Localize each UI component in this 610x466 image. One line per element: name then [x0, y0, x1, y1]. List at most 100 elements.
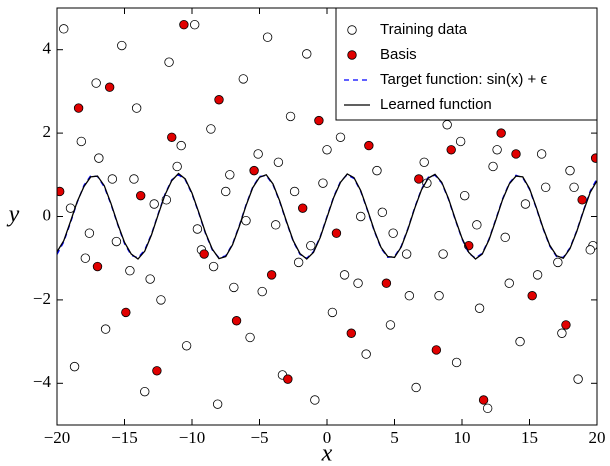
x-tick-label: 5	[390, 428, 399, 447]
point	[273, 157, 284, 167]
point	[532, 270, 543, 280]
point	[335, 132, 346, 142]
point	[431, 345, 442, 355]
point	[442, 120, 452, 130]
point	[451, 357, 462, 368]
point	[590, 153, 597, 163]
point	[131, 103, 142, 113]
point	[69, 361, 80, 372]
point	[478, 395, 489, 405]
point	[80, 253, 91, 263]
point	[84, 228, 95, 238]
point	[181, 341, 192, 351]
point	[474, 303, 485, 313]
point	[339, 270, 350, 280]
legend-label: Target function: sin(x) + ϵ	[380, 71, 547, 88]
point	[353, 278, 363, 288]
point	[214, 95, 224, 105]
point	[100, 324, 111, 334]
x-tick-label: 0	[323, 428, 332, 447]
point	[94, 153, 104, 163]
x-axis-label: x	[321, 441, 333, 466]
point	[388, 228, 398, 238]
point	[419, 157, 429, 167]
point	[262, 32, 273, 42]
y-tick-label: 2	[43, 122, 52, 141]
point	[192, 224, 203, 234]
legend-label: Basis	[380, 46, 417, 63]
point	[372, 165, 382, 176]
y-tick-label: 4	[43, 39, 52, 58]
y-tick-label: −2	[33, 289, 51, 308]
point	[125, 266, 135, 276]
point	[414, 174, 424, 184]
point	[221, 186, 231, 197]
y-tick-label: −4	[33, 372, 52, 391]
point	[135, 190, 146, 201]
point	[104, 82, 115, 92]
point	[364, 140, 374, 151]
point	[565, 165, 575, 176]
x-tick-label: −10	[179, 428, 206, 447]
point	[245, 332, 255, 343]
point	[257, 286, 267, 297]
point	[212, 399, 223, 409]
point	[310, 395, 320, 405]
point	[377, 207, 388, 218]
point	[73, 103, 84, 113]
legend-marker	[347, 50, 357, 60]
point	[306, 240, 316, 251]
point	[117, 40, 127, 51]
x-tick-label: −20	[44, 428, 71, 447]
point	[404, 291, 415, 301]
point	[455, 136, 466, 147]
x-tick-label: −15	[111, 428, 138, 447]
point	[229, 282, 239, 293]
point	[314, 115, 324, 126]
line	[57, 172, 597, 260]
point	[585, 245, 595, 255]
point	[569, 182, 579, 193]
point	[446, 145, 456, 155]
legend-marker	[347, 25, 357, 35]
point	[482, 403, 493, 414]
point	[331, 228, 342, 238]
point	[327, 307, 338, 318]
point	[488, 161, 498, 172]
x-tick-label: −5	[250, 428, 268, 447]
point	[356, 211, 366, 222]
point	[298, 203, 308, 213]
point	[164, 57, 174, 67]
point	[231, 316, 242, 326]
point	[322, 145, 332, 155]
legend-label: Training data	[380, 21, 468, 38]
point	[385, 320, 396, 330]
y-axis-label: y	[7, 202, 20, 228]
point	[253, 149, 263, 159]
point	[129, 174, 139, 184]
point	[411, 382, 421, 393]
point	[285, 111, 296, 122]
point	[520, 199, 531, 209]
point	[149, 199, 159, 209]
point	[92, 261, 103, 272]
point	[504, 278, 514, 288]
point	[500, 232, 510, 243]
point	[249, 165, 259, 176]
point	[318, 178, 328, 188]
point	[527, 291, 537, 301]
point	[460, 190, 470, 201]
point	[511, 149, 521, 159]
legend-box	[335, 7, 598, 121]
point	[283, 374, 293, 384]
point	[492, 145, 502, 155]
point	[206, 124, 216, 134]
point	[107, 174, 118, 184]
point	[381, 278, 392, 288]
point	[172, 161, 182, 172]
point	[179, 19, 189, 30]
point	[199, 249, 209, 259]
point	[156, 295, 166, 305]
point	[57, 186, 65, 197]
